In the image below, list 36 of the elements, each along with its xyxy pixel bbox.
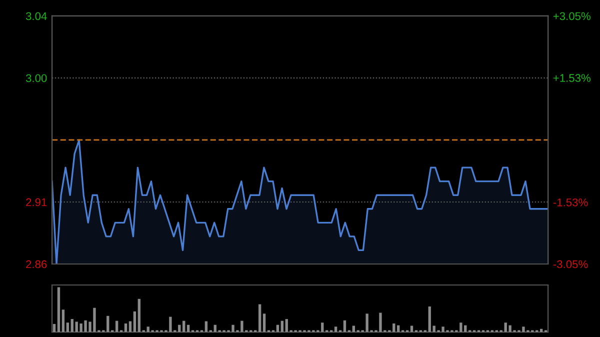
bar [285,319,288,332]
bar [138,298,140,332]
bar [276,324,280,332]
bar [464,325,467,332]
bar [128,321,132,332]
bar [66,322,69,332]
bar [214,324,216,332]
bar [70,319,74,332]
bar [182,320,186,332]
bar [258,304,262,332]
bar [397,325,400,332]
bar [334,326,338,332]
bar [52,324,56,332]
bar [204,321,208,332]
bar [410,326,414,332]
bar [124,324,128,332]
y-tick-label: 3.00 [26,74,47,82]
bar [57,287,60,332]
bar [62,310,65,332]
bar [178,324,181,332]
y-tick-label: 2.91 [26,198,47,206]
bar [343,320,346,332]
bar [352,326,355,332]
y2-tick-label: +1.53% [553,74,590,82]
y2-tick-label: -3.05% [553,260,588,268]
bar [133,311,136,332]
y-tick-label: 3.04 [26,12,47,20]
y-tick-label: 2.86 [26,260,47,268]
y2-tick-label: +3.05% [553,12,590,20]
bar [115,320,118,332]
bar [280,320,284,332]
bar [186,324,190,332]
bar [262,314,266,332]
bar [321,322,324,332]
bar [392,324,396,332]
y2-tick-label: -1.53% [553,198,588,206]
